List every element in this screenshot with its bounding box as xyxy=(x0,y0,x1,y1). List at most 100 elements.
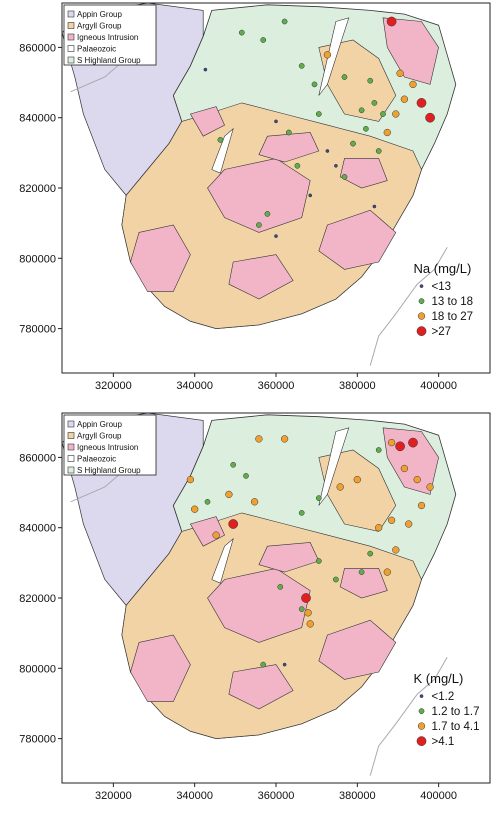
sample-point xyxy=(306,620,314,628)
x-tick-label: 380000 xyxy=(339,790,376,802)
x-tick-label: 340000 xyxy=(176,380,213,392)
geology-legend-label: S Highland Group xyxy=(77,466,141,475)
sample-point xyxy=(387,438,396,447)
concentration-legend-marker xyxy=(419,284,424,288)
sample-point xyxy=(396,69,404,77)
sample-point xyxy=(228,519,239,529)
sample-point xyxy=(375,447,382,453)
sample-point xyxy=(260,37,267,43)
geology-legend: Appin Group Argyll Group Igneous Intrusion… xyxy=(63,4,157,66)
sample-point xyxy=(282,662,287,667)
loch xyxy=(211,127,234,174)
geology-legend-label: S Highland Group xyxy=(77,56,141,65)
sample-point xyxy=(413,475,421,484)
igneous-intrusion-area xyxy=(189,106,225,137)
sample-point xyxy=(280,435,289,443)
sample-points xyxy=(186,435,434,668)
sample-point xyxy=(405,520,413,528)
geology-legend-label: Appin Group xyxy=(77,10,122,19)
sample-point xyxy=(304,609,312,617)
sample-point xyxy=(191,505,199,513)
map-na: 860000 840000 820000 800000 780000 320000 3400… xyxy=(19,2,491,392)
sample-point xyxy=(417,501,426,510)
sample-point xyxy=(186,475,195,484)
sample-point xyxy=(277,584,284,590)
geology-legend-label: Igneous Intrusion xyxy=(77,33,138,42)
sample-point xyxy=(255,435,263,443)
map-k: 860000 840000 820000 800000 780000 320000 3400… xyxy=(19,412,491,802)
loch xyxy=(318,427,350,506)
concentration-legend-marker xyxy=(418,708,425,714)
sample-point xyxy=(298,606,305,612)
sample-point xyxy=(375,524,383,532)
concentration-legend-marker xyxy=(417,312,426,320)
x-tick-label: 380000 xyxy=(339,380,376,392)
geology-legend-swatch xyxy=(67,443,75,451)
sample-point xyxy=(372,204,377,209)
sample-point xyxy=(230,461,237,468)
sample-point xyxy=(294,162,301,169)
geology-legend-label: Appin Group xyxy=(77,420,122,429)
igneous-intrusion-area xyxy=(207,158,311,233)
geology-legend-label: Argyll Group xyxy=(77,22,122,31)
sample-point xyxy=(334,163,338,168)
concentration-legend-label: >4.1 xyxy=(432,736,455,748)
sample-point xyxy=(298,63,305,69)
map-panel-k: 860000 840000 820000 800000 780000 320000 3400… xyxy=(0,410,500,820)
concentration-legend-label: 18 to 27 xyxy=(432,311,474,323)
concentration-legend-marker xyxy=(416,736,427,746)
geology-legend-box xyxy=(63,4,157,66)
concentration-legend-marker xyxy=(419,694,424,698)
sample-points xyxy=(203,16,435,238)
concentration-legend-label: >27 xyxy=(432,326,452,338)
concentration-legend-title: K (mg/L) xyxy=(414,671,464,686)
sample-point xyxy=(333,576,339,583)
geology-legend-label: Argyll Group xyxy=(77,432,122,441)
sample-point xyxy=(358,569,365,575)
sample-point xyxy=(256,222,262,228)
sample-point xyxy=(311,81,318,88)
igneous-intrusion-area xyxy=(318,619,397,680)
concentration-legend-title: Na (mg/L) xyxy=(414,261,472,276)
concentration-legend-label: <13 xyxy=(432,281,452,293)
argyll-group-area-north xyxy=(318,449,397,532)
sample-point xyxy=(274,234,278,238)
sample-point xyxy=(341,174,348,180)
sample-point xyxy=(243,473,249,479)
concentration-legend-label: 1.7 to 4.1 xyxy=(432,721,480,733)
concentration-legend-marker xyxy=(418,298,425,304)
river-line xyxy=(369,246,448,366)
geology-legend-swatch xyxy=(67,10,75,18)
geology-legend-swatch xyxy=(67,33,75,41)
river-line xyxy=(369,656,448,776)
sample-point xyxy=(250,498,259,506)
map-panel-na: 860000 840000 820000 800000 780000 320000 3400… xyxy=(0,0,500,405)
sample-point xyxy=(217,137,224,143)
geology-legend-label: Palaeozoic xyxy=(77,455,116,464)
geology-legend-swatch xyxy=(67,22,75,29)
sample-point xyxy=(380,111,386,117)
sample-point xyxy=(371,100,378,106)
sample-point xyxy=(426,483,434,491)
geology-layer xyxy=(61,412,490,783)
y-tick-label: 860000 xyxy=(19,42,56,54)
sample-point xyxy=(425,112,435,123)
geology-legend-swatch xyxy=(67,56,75,64)
sample-point xyxy=(400,95,409,103)
sample-point xyxy=(315,558,322,564)
sample-point xyxy=(225,490,233,499)
sample-point xyxy=(315,495,322,501)
sample-point xyxy=(285,129,292,136)
igneous-intrusion-area xyxy=(339,568,388,599)
y-tick-label: 840000 xyxy=(19,523,56,535)
sample-point xyxy=(363,125,369,132)
igneous-intrusion-area xyxy=(318,209,397,270)
sample-point xyxy=(367,77,374,84)
sample-point xyxy=(387,516,396,524)
y-tick-label: 780000 xyxy=(19,734,56,746)
geology-legend-swatch xyxy=(67,466,75,474)
sample-point xyxy=(274,119,278,124)
igneous-intrusion-area xyxy=(258,132,320,163)
igneous-intrusion-area xyxy=(130,634,191,702)
y-tick-label: 820000 xyxy=(19,183,56,195)
